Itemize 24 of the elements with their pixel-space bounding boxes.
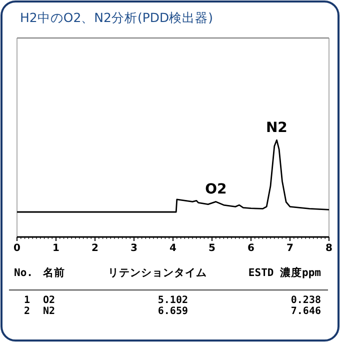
x-tick-label: 5: [208, 243, 216, 254]
text: 0.238: [290, 295, 321, 306]
x-tick-label: 7: [286, 243, 294, 254]
text: ESTD 濃度ppm: [248, 266, 321, 279]
text: 2: [24, 306, 30, 317]
annotation: N2: [266, 120, 288, 136]
chart-title: H2中のO2、N2分析(PDD検出器): [20, 10, 213, 25]
x-tick-label: 3: [130, 243, 138, 254]
x-tick-label: 4: [170, 243, 177, 254]
x-tick-label: 0: [14, 243, 21, 254]
x-tick-label: 1: [52, 243, 60, 254]
x-tick-label: 8: [326, 243, 333, 254]
text: N2: [43, 306, 56, 317]
text: リテンションタイム: [108, 267, 207, 279]
text: No.: [14, 267, 33, 279]
text: O2: [43, 295, 56, 306]
text: 1: [24, 295, 30, 306]
text: 7.646: [290, 306, 321, 317]
text: 5.102: [158, 295, 188, 306]
text: 6.659: [158, 306, 188, 317]
annotation: O2: [205, 182, 227, 198]
text: 名前: [42, 266, 65, 279]
x-tick-label: 6: [248, 243, 255, 254]
x-tick-label: 2: [92, 243, 99, 254]
